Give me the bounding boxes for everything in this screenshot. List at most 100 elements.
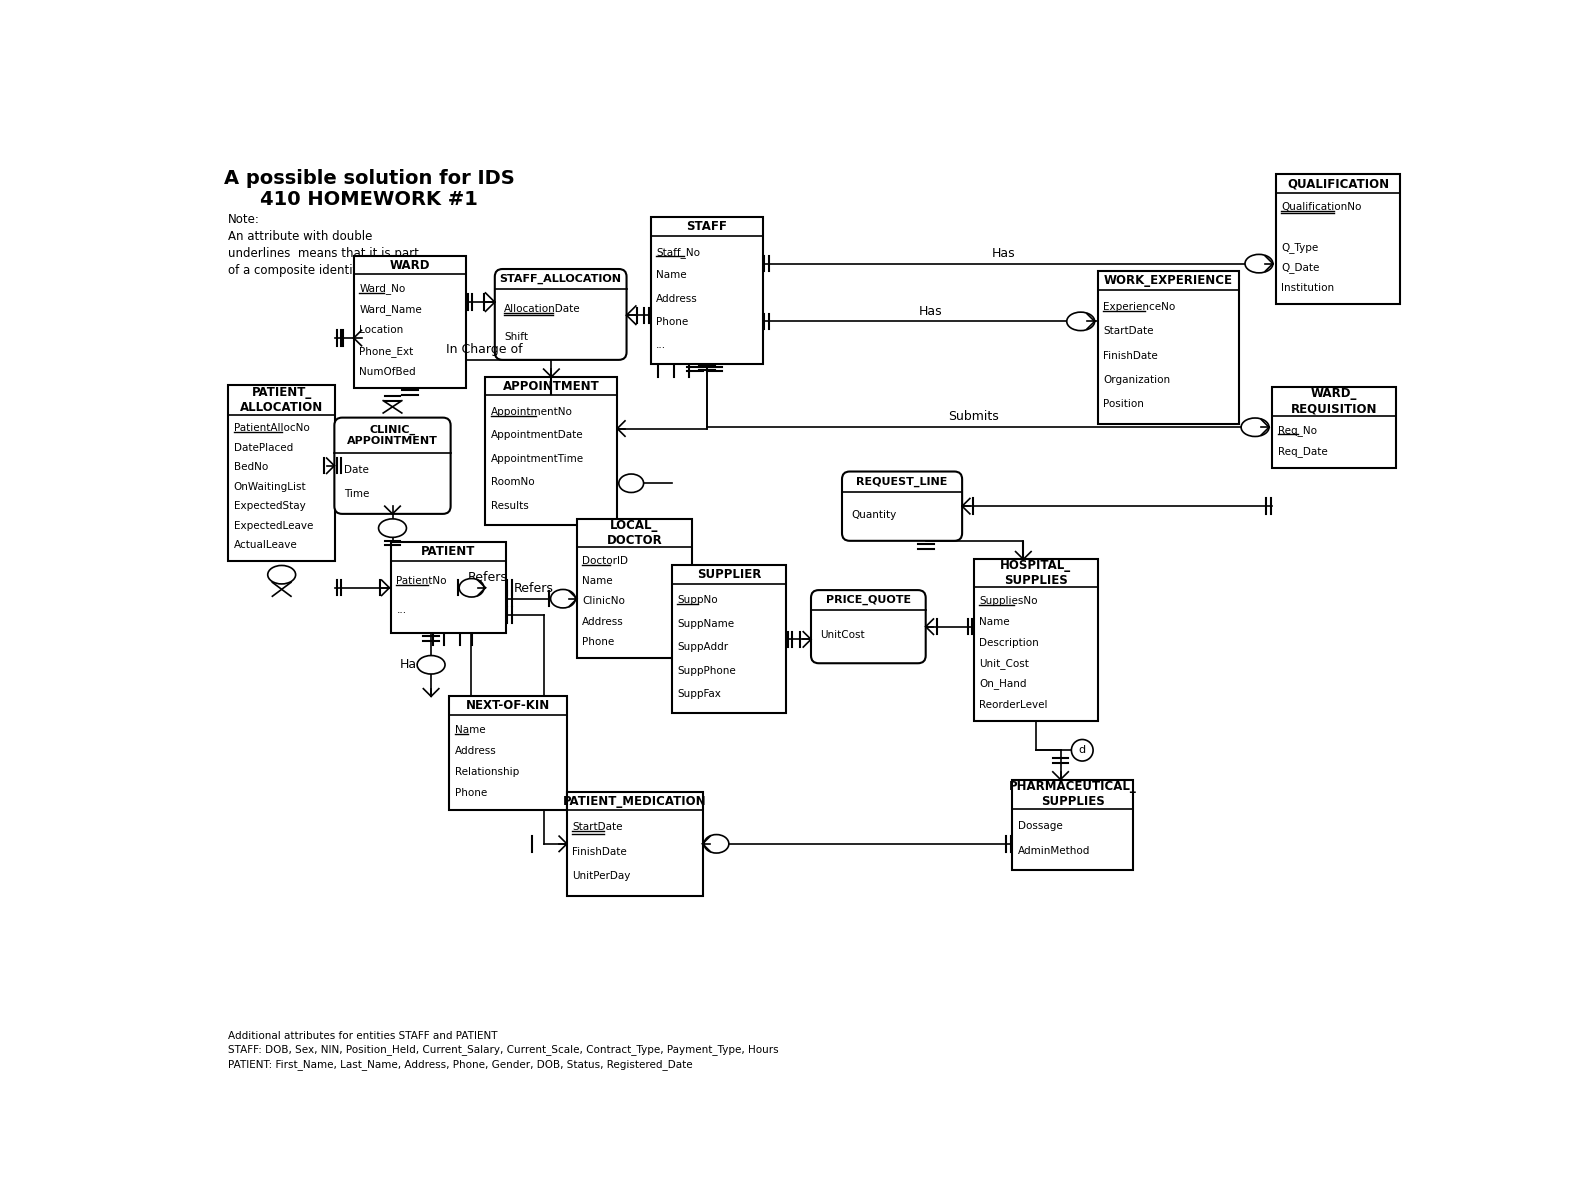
- Text: Address: Address: [657, 293, 698, 304]
- Bar: [1272, 387, 1396, 467]
- Text: Ward_No: Ward_No: [359, 284, 405, 295]
- Text: Has: Has: [919, 304, 943, 317]
- Text: A possible solution for IDS: A possible solution for IDS: [224, 169, 515, 188]
- Text: BedNo: BedNo: [234, 463, 267, 472]
- Text: HOSPITAL_
SUPPLIES: HOSPITAL_ SUPPLIES: [1000, 560, 1072, 587]
- Text: Date: Date: [343, 465, 369, 476]
- Text: SuppPhone: SuppPhone: [677, 666, 736, 675]
- Text: Location: Location: [359, 325, 404, 335]
- Ellipse shape: [378, 519, 407, 537]
- Text: Name: Name: [582, 576, 614, 587]
- Bar: [391, 542, 506, 633]
- Bar: [568, 791, 703, 896]
- Text: PatientNo: PatientNo: [396, 576, 447, 586]
- Text: SuppAddr: SuppAddr: [677, 642, 728, 653]
- Text: DatePlaced: DatePlaced: [234, 442, 293, 453]
- Text: QualificationNo: QualificationNo: [1282, 202, 1361, 212]
- Text: SuppName: SuppName: [677, 619, 735, 629]
- Text: Phone_Ext: Phone_Ext: [359, 345, 413, 356]
- FancyBboxPatch shape: [843, 472, 962, 541]
- Text: Name: Name: [657, 271, 687, 280]
- Text: Address: Address: [455, 746, 496, 756]
- Text: PATIENT_
ALLOCATION: PATIENT_ ALLOCATION: [240, 386, 323, 414]
- Bar: [229, 386, 335, 561]
- Text: StartDate: StartDate: [572, 822, 623, 833]
- Text: NEXT-OF-KIN: NEXT-OF-KIN: [466, 699, 550, 712]
- Text: ExpectedLeave: ExpectedLeave: [234, 521, 313, 531]
- Text: WORK_EXPERIENCE: WORK_EXPERIENCE: [1103, 274, 1232, 287]
- Text: ReorderLevel: ReorderLevel: [979, 699, 1048, 710]
- Text: FinishDate: FinishDate: [1103, 350, 1158, 361]
- Text: Phone: Phone: [582, 636, 615, 647]
- Text: NumOfBed: NumOfBed: [359, 367, 417, 376]
- Text: Shift: Shift: [504, 332, 528, 342]
- Bar: [485, 377, 617, 524]
- Text: UnitCost: UnitCost: [820, 629, 865, 640]
- Text: Phone: Phone: [657, 317, 688, 327]
- FancyBboxPatch shape: [334, 418, 450, 513]
- Text: OnWaitingList: OnWaitingList: [234, 481, 307, 492]
- Ellipse shape: [460, 578, 483, 597]
- Text: Name: Name: [455, 725, 485, 735]
- Bar: [671, 565, 785, 713]
- Text: PATIENT: PATIENT: [421, 545, 475, 558]
- Text: PatientAllocNo: PatientAllocNo: [234, 424, 310, 433]
- Ellipse shape: [619, 474, 644, 492]
- Text: ...: ...: [396, 605, 407, 615]
- Text: AllocationDate: AllocationDate: [504, 304, 580, 313]
- Text: StartDate: StartDate: [1103, 327, 1154, 336]
- Text: AppointmentDate: AppointmentDate: [491, 431, 584, 440]
- Text: SuppNo: SuppNo: [677, 595, 717, 606]
- Bar: [1013, 780, 1132, 871]
- Text: SuppFax: SuppFax: [677, 690, 720, 699]
- Text: Quantity: Quantity: [851, 510, 897, 519]
- Ellipse shape: [417, 655, 445, 674]
- Text: Has: Has: [401, 658, 423, 671]
- Text: ExpectedStay: ExpectedStay: [234, 502, 305, 511]
- Text: Unit_Cost: Unit_Cost: [979, 658, 1029, 668]
- Text: Submits: Submits: [949, 411, 1000, 424]
- Text: STAFF_ALLOCATION: STAFF_ALLOCATION: [499, 274, 622, 284]
- Bar: [353, 256, 466, 388]
- Bar: [1277, 174, 1401, 304]
- Text: Relationship: Relationship: [455, 767, 518, 777]
- Text: ...: ...: [657, 341, 666, 350]
- Ellipse shape: [1242, 418, 1269, 437]
- Text: UnitPerDay: UnitPerDay: [572, 871, 631, 881]
- Text: Description: Description: [979, 638, 1038, 647]
- Text: APPOINTMENT: APPOINTMENT: [502, 380, 599, 393]
- Text: STAFF: STAFF: [687, 220, 727, 233]
- Text: In Charge of: In Charge of: [447, 343, 523, 356]
- Text: Refers: Refers: [467, 571, 507, 584]
- Ellipse shape: [1072, 739, 1092, 761]
- Text: Position: Position: [1103, 400, 1145, 409]
- Text: ExperienceNo: ExperienceNo: [1103, 302, 1175, 312]
- Ellipse shape: [1067, 312, 1094, 330]
- Text: AppointmentNo: AppointmentNo: [491, 407, 572, 416]
- Text: Note:
An attribute with double
underlines  means that it is part
of a composite : Note: An attribute with double underline…: [229, 213, 420, 277]
- Text: Phone: Phone: [455, 788, 487, 799]
- Text: Req_Date: Req_Date: [1277, 446, 1328, 457]
- Text: AppointmentTime: AppointmentTime: [491, 454, 584, 464]
- Text: PHARMACEUTICAL_
SUPPLIES: PHARMACEUTICAL_ SUPPLIES: [1008, 780, 1137, 808]
- Bar: [650, 218, 763, 363]
- Ellipse shape: [1245, 254, 1274, 273]
- Bar: [1097, 271, 1239, 424]
- Text: Req_No: Req_No: [1277, 425, 1317, 437]
- FancyBboxPatch shape: [811, 590, 925, 664]
- Text: Time: Time: [343, 490, 369, 499]
- Text: REQUEST_LINE: REQUEST_LINE: [857, 477, 948, 486]
- Text: AdminMethod: AdminMethod: [1018, 846, 1091, 855]
- FancyBboxPatch shape: [494, 269, 626, 360]
- Text: SUPPLIER: SUPPLIER: [696, 568, 762, 581]
- Text: Q_Date: Q_Date: [1282, 261, 1320, 273]
- Text: CLINIC_
APPOINTMENT: CLINIC_ APPOINTMENT: [347, 425, 437, 446]
- Text: Has: Has: [992, 247, 1016, 260]
- Text: RoomNo: RoomNo: [491, 477, 534, 487]
- Text: Q_Type: Q_Type: [1282, 241, 1318, 253]
- Text: LOCAL_
DOCTOR: LOCAL_ DOCTOR: [606, 519, 661, 547]
- Text: Additional attributes for entities STAFF and PATIENT
STAFF: DOB, Sex, NIN, Posit: Additional attributes for entities STAFF…: [229, 1032, 779, 1069]
- Text: On_Hand: On_Hand: [979, 678, 1027, 690]
- Text: SuppliesNo: SuppliesNo: [979, 596, 1038, 607]
- Text: Organization: Organization: [1103, 375, 1170, 384]
